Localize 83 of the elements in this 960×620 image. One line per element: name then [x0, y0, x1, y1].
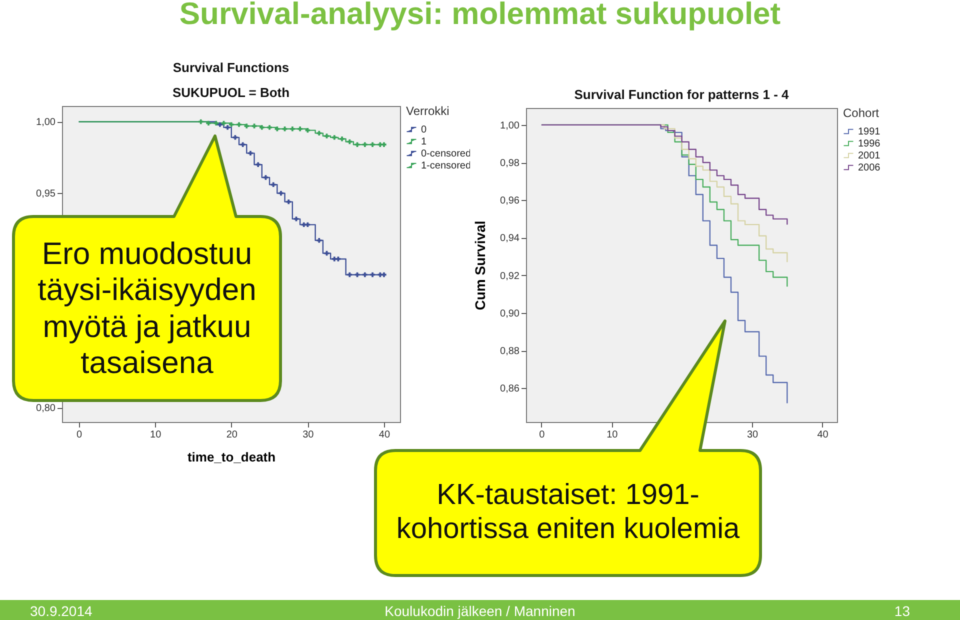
legend-title: Cohort: [843, 106, 880, 120]
x-tick-label: 10: [606, 430, 618, 440]
point: [382, 272, 386, 278]
y-tick-label: 0,92: [500, 270, 520, 282]
point: [229, 122, 234, 127]
y-tick-label: 0,90: [500, 308, 520, 320]
legend-label: 1-censored: [421, 160, 472, 172]
annotation: Ero muodostuu täysi-ikäisyyden myötä ja jatkuu tasaisena: [36, 236, 258, 382]
y-tick-label: 0,95: [36, 188, 56, 200]
point: [278, 190, 284, 196]
point: [362, 142, 368, 147]
y-tick-label: 0,80: [36, 403, 56, 414]
point: [286, 199, 291, 204]
text: 30.9.2014: [30, 603, 94, 619]
point: [236, 122, 242, 127]
point: [298, 126, 302, 132]
point: [332, 135, 337, 140]
point: [305, 128, 310, 133]
point: [316, 130, 322, 136]
point: [214, 120, 218, 126]
point: [370, 272, 375, 278]
point: [362, 272, 368, 278]
point: [198, 119, 204, 124]
text: Koulukodin jälkeen / Manninen: [384, 603, 576, 619]
y-tick-label: 0,96: [500, 196, 520, 207]
point: [290, 126, 295, 132]
y-tick-label: 0,98: [500, 158, 520, 170]
point: [271, 182, 276, 187]
point: [305, 222, 310, 228]
point: [347, 272, 352, 278]
y-tick-label: 0,86: [500, 384, 520, 395]
x-axis-title: time_to_death: [187, 450, 276, 464]
legend-label: 1: [421, 136, 427, 148]
x-tick-label: 30: [302, 430, 314, 440]
point: [244, 124, 249, 128]
text: KK-taustaiset: 1991-kohortissa eniten kuolemia: [395, 479, 741, 547]
x-tick-label: 40: [817, 430, 829, 440]
point: [336, 256, 341, 262]
point: [316, 238, 322, 243]
x-tick-label: 0: [539, 430, 546, 440]
legend-label: 0: [421, 124, 427, 136]
legend-label: 2001: [858, 150, 881, 162]
text: 13: [893, 603, 910, 619]
legend-label: 0-censored: [421, 148, 472, 160]
point: [354, 142, 360, 147]
y-axis-title: Cum Survival: [472, 220, 488, 310]
text: Survival-analyysi: molemmat sukupuolet: [178, 0, 782, 32]
legend-label: 1996: [858, 138, 881, 150]
point: [347, 139, 352, 144]
point: [340, 136, 344, 142]
point: [282, 126, 288, 132]
x-tick-label: 0: [76, 430, 83, 440]
x-tick-label: 10: [150, 430, 162, 440]
point: [267, 125, 272, 130]
legend-label: 1991: [858, 126, 881, 138]
chart-title: Survival Function for patterns 1 - 4: [574, 87, 790, 102]
point: [370, 142, 375, 147]
point: [218, 122, 222, 127]
point: [260, 125, 264, 130]
point: [240, 142, 246, 147]
legend-title: Verrokki: [406, 104, 450, 118]
point: [221, 120, 226, 126]
y-tick-label: 1,00: [500, 120, 520, 132]
point: [324, 134, 330, 138]
chart-title: Survival Functions: [172, 60, 290, 75]
x-tick-label: 40: [378, 430, 390, 440]
point: [252, 124, 257, 128]
point: [232, 135, 238, 140]
point: [263, 175, 268, 180]
x-tick-label: 30: [746, 430, 759, 440]
y-tick-label: 0,94: [500, 233, 520, 244]
y-tick-label: 0,88: [500, 346, 520, 358]
point: [206, 120, 211, 126]
point: [274, 126, 280, 132]
point: [225, 125, 230, 130]
x-tick-label: 20: [226, 430, 238, 440]
legend-label: 2006: [858, 162, 881, 174]
point: [382, 142, 386, 147]
point: [248, 150, 253, 156]
y-tick-label: 1,00: [36, 117, 56, 128]
chart-subtitle: SUKUPUOL = Both: [172, 85, 290, 100]
point: [256, 162, 260, 167]
point: [294, 216, 299, 222]
